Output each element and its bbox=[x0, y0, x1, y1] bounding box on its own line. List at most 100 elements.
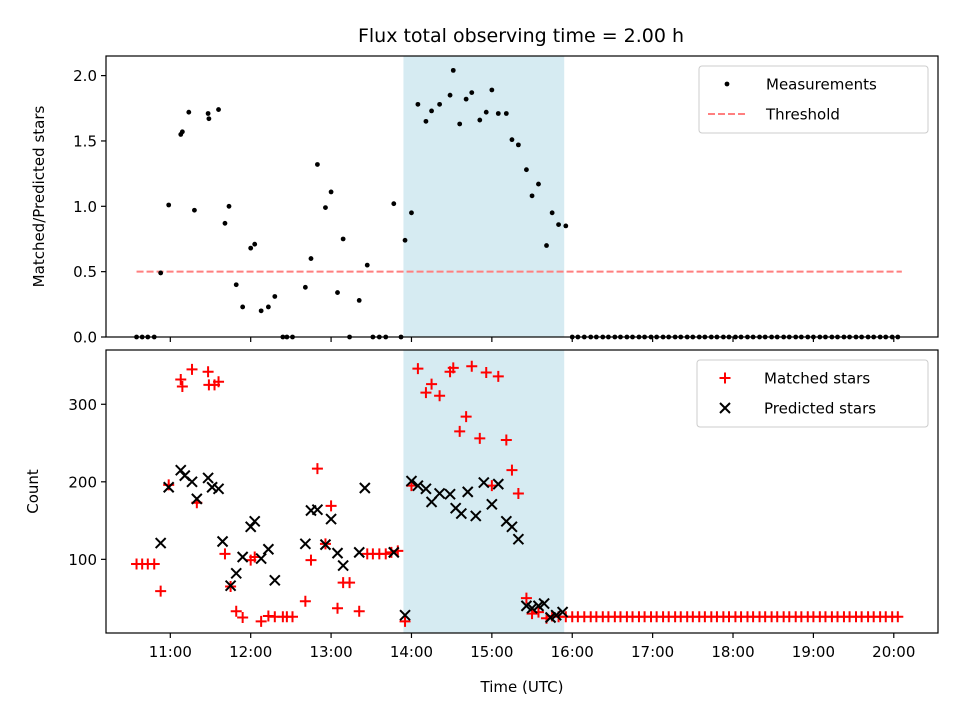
figure-title: Flux total observing time = 2.00 h bbox=[358, 25, 684, 47]
legend-marker bbox=[719, 402, 731, 414]
y-axis-label: Count bbox=[24, 469, 42, 514]
x-tick-label: 17:00 bbox=[631, 643, 674, 661]
y-tick-label: 0.0 bbox=[73, 329, 97, 347]
data-point bbox=[230, 567, 242, 580]
data-point bbox=[205, 111, 211, 116]
data-point bbox=[186, 363, 198, 375]
data-point bbox=[311, 463, 323, 475]
data-point bbox=[460, 411, 472, 423]
data-point bbox=[429, 108, 434, 114]
data-point bbox=[158, 270, 164, 276]
data-point bbox=[162, 481, 175, 493]
data-point bbox=[258, 308, 264, 314]
data-point bbox=[506, 464, 518, 476]
top-plot: 0.0 0.5 1.0 1.5 2.0 Matched/Predicted stars Me… bbox=[30, 55, 939, 347]
data-point bbox=[437, 101, 443, 107]
data-point bbox=[249, 515, 261, 528]
data-point bbox=[335, 290, 340, 295]
data-point bbox=[412, 479, 424, 492]
data-point bbox=[186, 476, 198, 488]
x-axis-label: Time (UTC) bbox=[480, 678, 564, 696]
data-point bbox=[305, 554, 317, 566]
data-point bbox=[255, 615, 267, 627]
data-point bbox=[495, 111, 501, 116]
y-tick-label: 1.5 bbox=[73, 132, 97, 150]
data-point bbox=[353, 605, 365, 617]
data-point bbox=[186, 109, 192, 115]
y-tick-label: 100 bbox=[68, 551, 97, 569]
legend-box bbox=[696, 359, 929, 428]
x-tick-label: 13:00 bbox=[309, 643, 352, 661]
series-predicted-stars bbox=[154, 464, 569, 624]
data-point bbox=[340, 236, 346, 242]
plot-frame bbox=[105, 349, 939, 634]
data-point bbox=[556, 222, 561, 228]
data-point bbox=[364, 262, 370, 268]
series-matched-stars bbox=[131, 360, 904, 627]
data-point bbox=[299, 595, 311, 607]
bottom-plot: 11:00 12:00 13:00 14:00 15:00 16:00 17:00 18:00… bbox=[24, 349, 939, 696]
data-point bbox=[399, 615, 411, 627]
data-point bbox=[415, 101, 421, 107]
x-tick-label: 18:00 bbox=[711, 643, 754, 661]
y-tick-label: 2.0 bbox=[73, 67, 97, 85]
x-tick-label: 11:00 bbox=[149, 643, 192, 661]
data-point bbox=[420, 483, 432, 495]
legend: Measurements Threshold bbox=[698, 65, 929, 134]
legend: Matched stars Predicted stars bbox=[696, 359, 929, 428]
data-point bbox=[252, 241, 258, 247]
data-point bbox=[230, 605, 242, 617]
data-point bbox=[423, 118, 429, 124]
data-point bbox=[237, 611, 249, 623]
data-point bbox=[402, 237, 408, 243]
data-point bbox=[405, 475, 418, 487]
x-tick-label: 14:00 bbox=[390, 643, 433, 661]
data-point bbox=[469, 90, 475, 95]
data-point bbox=[380, 548, 392, 560]
data-point bbox=[489, 87, 495, 93]
data-point bbox=[328, 189, 334, 195]
x-tick-label: 15:00 bbox=[470, 643, 513, 661]
data-point bbox=[526, 608, 538, 620]
data-point bbox=[388, 546, 400, 559]
data-point bbox=[302, 284, 308, 290]
data-point bbox=[524, 167, 529, 173]
data-point bbox=[175, 373, 187, 385]
legend-label: Predicted stars bbox=[764, 400, 876, 418]
data-point bbox=[325, 500, 337, 512]
legend-marker bbox=[724, 81, 730, 87]
data-point bbox=[255, 552, 267, 565]
data-point bbox=[529, 193, 535, 199]
data-point bbox=[308, 256, 314, 261]
data-point bbox=[319, 538, 332, 551]
data-point bbox=[556, 606, 569, 618]
data-point bbox=[434, 390, 446, 402]
data-point bbox=[455, 507, 468, 520]
data-point bbox=[426, 378, 438, 390]
data-point bbox=[466, 360, 478, 372]
data-point bbox=[331, 547, 344, 559]
data-point bbox=[544, 243, 549, 248]
data-point bbox=[155, 585, 167, 597]
x-tick-label: 20:00 bbox=[872, 643, 915, 661]
data-point bbox=[315, 162, 320, 167]
data-point bbox=[550, 609, 562, 621]
data-point bbox=[216, 107, 221, 112]
data-point bbox=[179, 129, 185, 135]
data-point bbox=[216, 535, 229, 548]
y-tick-label: 0.5 bbox=[73, 263, 97, 281]
legend-marker bbox=[719, 372, 731, 384]
data-point bbox=[148, 558, 160, 570]
data-point bbox=[248, 245, 254, 251]
data-point bbox=[474, 432, 486, 444]
data-point bbox=[233, 282, 239, 288]
y-tick-label: 300 bbox=[68, 396, 97, 414]
data-point bbox=[191, 493, 203, 505]
data-point bbox=[520, 592, 532, 604]
x-tick-label: 12:00 bbox=[229, 643, 272, 661]
data-point bbox=[477, 117, 483, 123]
data-point bbox=[391, 201, 397, 207]
data-point bbox=[353, 546, 365, 559]
data-point bbox=[262, 543, 275, 555]
